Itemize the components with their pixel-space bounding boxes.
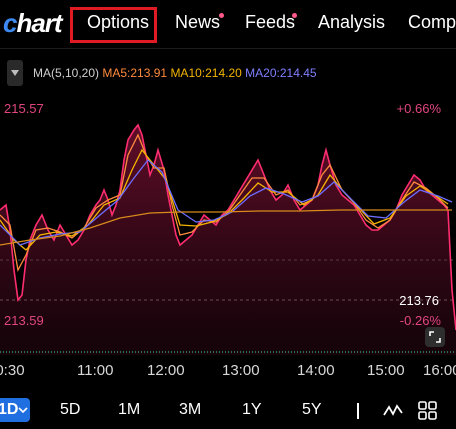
chevron-down-icon	[11, 70, 19, 76]
options-highlight-box	[70, 7, 157, 43]
chevron-down-icon	[18, 407, 28, 414]
time-tick: 11:00	[77, 362, 114, 379]
price-area	[0, 125, 456, 355]
ma-toggle-button[interactable]	[7, 60, 23, 86]
expand-icon	[429, 331, 441, 343]
pct-high-label: +0.66%	[396, 101, 441, 116]
time-tick: 12:00	[147, 362, 185, 379]
period-5d-button[interactable]: 5D	[60, 401, 81, 418]
price-low-label: 213.59	[4, 313, 44, 328]
period-1m-button[interactable]: 1M	[118, 401, 141, 418]
ma10-value: MA10:214.20	[170, 66, 242, 80]
last-price-label: 213.76	[399, 293, 439, 308]
grid-icon[interactable]	[418, 401, 438, 421]
period-5y-button[interactable]: 5Y	[302, 401, 322, 418]
top-tab-bar: chart Options News Feeds Analysis Comp	[0, 0, 456, 48]
period-1d-label: 1D	[0, 401, 19, 418]
tab-divider	[0, 48, 456, 49]
app-logo: chart	[3, 8, 63, 38]
tab-analysis[interactable]: Analysis	[318, 12, 386, 32]
period-1d-button[interactable]: 1D	[0, 398, 30, 422]
time-tick: 13:00	[222, 362, 260, 379]
expand-chart-button[interactable]	[425, 327, 445, 347]
tab-news[interactable]: News	[175, 12, 221, 32]
price-high-label: 215.57	[4, 101, 44, 116]
ma20-value: MA20:214.45	[245, 66, 317, 80]
tab-options[interactable]: Options	[87, 12, 150, 32]
time-tick: 10:30	[0, 362, 25, 379]
time-tick: 15:00	[367, 362, 405, 379]
feeds-notification-dot	[292, 13, 297, 18]
line-chart-icon[interactable]	[383, 403, 403, 419]
period-1y-button[interactable]: 1Y	[242, 401, 262, 418]
pct-low-label: -0.26%	[399, 313, 441, 328]
tab-feeds[interactable]: Feeds	[245, 12, 296, 32]
tab-comp[interactable]: Comp	[408, 12, 456, 32]
intraday-chart[interactable]	[0, 90, 456, 355]
ma5-value: MA5:213.91	[102, 66, 168, 80]
period-3m-button[interactable]: 3M	[179, 401, 202, 418]
news-notification-dot	[219, 13, 224, 18]
ma-legend: MA(5,10,20) MA5:213.91 MA10:214.20 MA20:…	[33, 66, 317, 80]
time-tick: 16:00	[423, 362, 456, 379]
more-periods-icon[interactable]	[356, 403, 364, 419]
time-tick: 14:00	[297, 362, 335, 379]
vwap-line	[0, 209, 452, 246]
ma-title: MA(5,10,20)	[33, 66, 100, 80]
